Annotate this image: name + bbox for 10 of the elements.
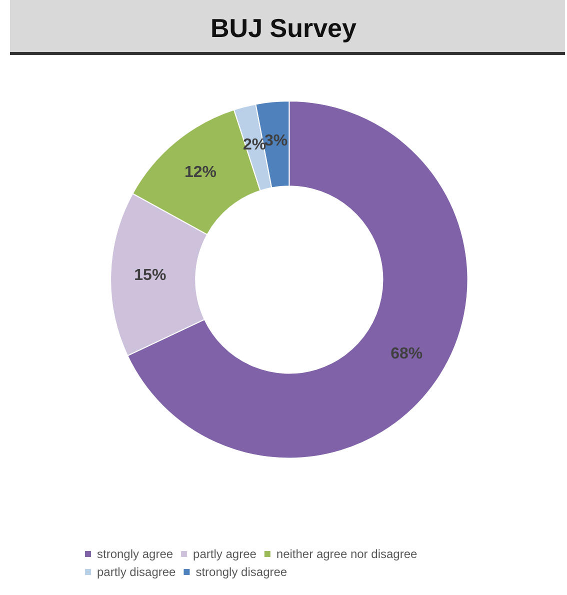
legend-label: strongly disagree: [196, 565, 288, 579]
chart-title: BUJ Survey: [210, 13, 358, 43]
legend-label: partly disagree: [97, 565, 176, 579]
data-label: 68%: [390, 346, 423, 363]
data-label: 12%: [184, 164, 217, 181]
data-label: 15%: [134, 266, 166, 284]
legend-label: strongly agree: [97, 547, 174, 561]
legend-label: partly agree: [193, 547, 257, 561]
legend-label: neither agree nor disagree: [276, 547, 418, 561]
data-label: 3%: [264, 132, 288, 150]
